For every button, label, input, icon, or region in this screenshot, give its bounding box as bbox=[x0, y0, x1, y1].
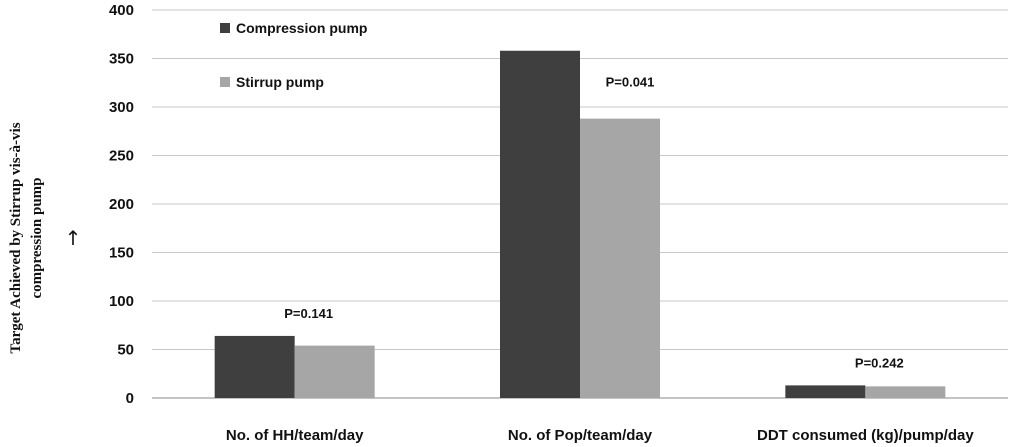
bar-compression-2 bbox=[785, 385, 866, 398]
p-value-annotation: P=0.242 bbox=[855, 355, 904, 370]
y-tick-label: 150 bbox=[109, 245, 134, 262]
category-label: DDT consumed (kg)/pump/day bbox=[757, 427, 974, 444]
y-tick-label: 400 bbox=[109, 2, 134, 19]
y-tick-label: 300 bbox=[109, 99, 134, 116]
p-value-annotations: P=0.141 P=0.041 P=0.242 bbox=[284, 75, 903, 371]
bar-stirrup-2 bbox=[865, 386, 946, 398]
bar-compression-0 bbox=[214, 335, 295, 398]
y-tick-labels: 0 50 100 150 200 250 300 350 400 bbox=[109, 2, 134, 407]
legend-label: Stirrup pump bbox=[236, 74, 324, 90]
legend-swatch bbox=[220, 23, 230, 33]
p-value-annotation: P=0.141 bbox=[284, 306, 333, 321]
bar-compression-1 bbox=[500, 50, 580, 399]
bar-stirrup-0 bbox=[294, 345, 375, 398]
category-labels: No. of HH/team/day No. of Pop/team/day DDT… bbox=[226, 427, 974, 444]
bars bbox=[214, 50, 946, 399]
y-tick-label: 100 bbox=[109, 293, 134, 310]
y-tick-label: 350 bbox=[109, 51, 134, 68]
y-axis-label-line2: compression pump bbox=[29, 178, 45, 299]
p-value-annotation: P=0.041 bbox=[606, 75, 655, 90]
legend-label: Compression pump bbox=[236, 20, 367, 36]
bar-stirrup-1 bbox=[580, 118, 660, 398]
legend-swatch bbox=[220, 77, 230, 87]
y-tick-label: 50 bbox=[117, 342, 134, 359]
category-label: No. of Pop/team/day bbox=[508, 427, 653, 444]
category-label: No. of HH/team/day bbox=[226, 427, 364, 444]
y-axis-arrow: ↑ bbox=[65, 226, 82, 250]
y-tick-label: 0 bbox=[126, 390, 134, 407]
y-tick-label: 200 bbox=[109, 196, 134, 213]
legend: Compression pump Stirrup pump bbox=[220, 20, 367, 90]
y-axis-label-line1: Target Achieved by Stirrup vis-à-vis bbox=[8, 122, 24, 353]
y-tick-label: 250 bbox=[109, 148, 134, 165]
